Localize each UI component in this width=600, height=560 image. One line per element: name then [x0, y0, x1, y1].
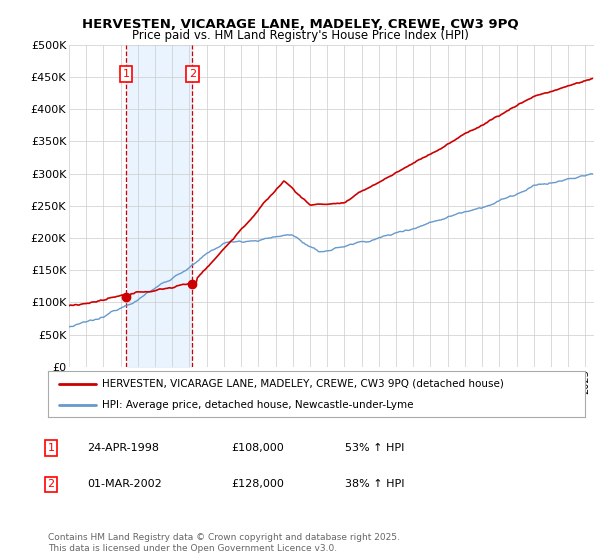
Text: Contains HM Land Registry data © Crown copyright and database right 2025.
This d: Contains HM Land Registry data © Crown c…: [48, 533, 400, 553]
Text: 2: 2: [189, 69, 196, 79]
Text: 38% ↑ HPI: 38% ↑ HPI: [345, 479, 404, 489]
Text: 2: 2: [47, 479, 55, 489]
Text: HPI: Average price, detached house, Newcastle-under-Lyme: HPI: Average price, detached house, Newc…: [101, 400, 413, 410]
Text: 24-APR-1998: 24-APR-1998: [87, 443, 159, 453]
Text: Price paid vs. HM Land Registry's House Price Index (HPI): Price paid vs. HM Land Registry's House …: [131, 29, 469, 42]
Text: £108,000: £108,000: [231, 443, 284, 453]
Text: £128,000: £128,000: [231, 479, 284, 489]
Text: 53% ↑ HPI: 53% ↑ HPI: [345, 443, 404, 453]
Text: HERVESTEN, VICARAGE LANE, MADELEY, CREWE, CW3 9PQ (detached house): HERVESTEN, VICARAGE LANE, MADELEY, CREWE…: [101, 379, 503, 389]
Text: 1: 1: [122, 69, 130, 79]
Text: HERVESTEN, VICARAGE LANE, MADELEY, CREWE, CW3 9PQ: HERVESTEN, VICARAGE LANE, MADELEY, CREWE…: [82, 18, 518, 31]
Text: 01-MAR-2002: 01-MAR-2002: [87, 479, 162, 489]
Text: 1: 1: [47, 443, 55, 453]
